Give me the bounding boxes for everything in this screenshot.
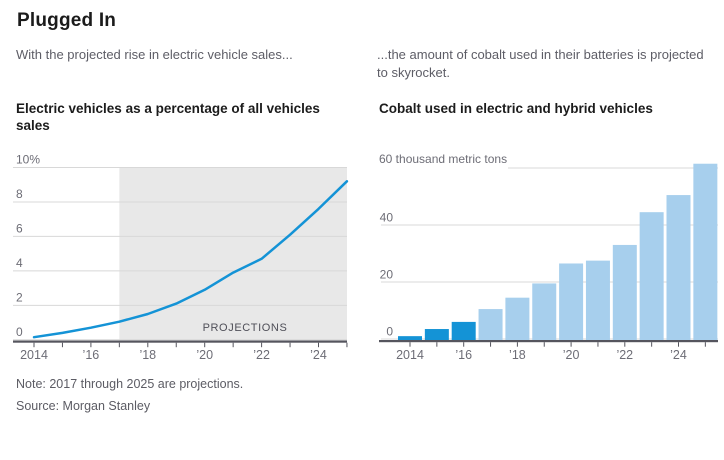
x-axis-tick (543, 342, 545, 347)
x-axis-label: ’20 (563, 348, 580, 362)
x-axis-tick (490, 342, 492, 347)
bar-2014 (398, 336, 422, 341)
bar-2021 (585, 260, 610, 341)
x-axis-tick (678, 342, 679, 347)
bar-2020 (559, 263, 584, 341)
x-axis-tick (33, 342, 35, 348)
y-axis-label: 6 (16, 221, 23, 235)
x-axis-tick (436, 342, 438, 347)
projections-label: PROJECTIONS (203, 322, 288, 334)
x-axis-tick (463, 342, 465, 347)
x-axis-tick (90, 342, 92, 348)
y-axis-label: 8 (16, 187, 23, 201)
x-axis-tick (516, 342, 518, 347)
x-axis-tick (289, 342, 291, 348)
x-axis-tick (318, 342, 319, 348)
x-axis-label: ’16 (83, 348, 100, 362)
x-axis-tick (704, 342, 706, 347)
x-axis-tick (175, 342, 177, 348)
x-axis-tick (346, 342, 348, 348)
x-axis-tick (147, 342, 149, 348)
x-axis-tick (651, 342, 653, 347)
y-axis-label: 20 (380, 268, 394, 282)
x-axis-tick (597, 342, 599, 347)
intro-text-left: With the projected rise in electric vehi… (16, 47, 293, 62)
bar-2019 (532, 283, 557, 341)
bar-2015 (424, 329, 449, 341)
note-text: Note: 2017 through 2025 are projections. (16, 377, 244, 391)
y-axis-label: 10% (16, 153, 40, 167)
x-axis-label: ’24 (310, 348, 327, 362)
x-axis-tick (570, 342, 572, 347)
x-axis-tick (409, 342, 411, 347)
x-axis-label: ’16 (455, 348, 472, 362)
bar-2016 (451, 321, 476, 341)
x-axis-tick (624, 342, 626, 347)
projection-shade (119, 167, 347, 341)
ev-sales-data-line (32, 180, 349, 339)
x-axis-tick (204, 342, 206, 348)
x-axis-tick (261, 342, 263, 348)
y-axis-label: 40 (380, 211, 394, 225)
x-axis-label: ’18 (509, 348, 526, 362)
source-text: Source: Morgan Stanley (16, 399, 151, 413)
y-axis-label: 0 (16, 325, 23, 339)
x-axis-line (379, 340, 718, 343)
y-axis-unit-label: 60 thousand metric tons (379, 152, 507, 166)
line-chart-title: Electric vehicles as a percentage of all… (16, 101, 320, 133)
y-axis-label: 4 (16, 256, 23, 270)
bar-2017 (478, 309, 503, 341)
bar-2024 (666, 195, 691, 341)
page-title: Plugged In (17, 10, 117, 31)
x-axis-label: ’18 (139, 348, 156, 362)
x-axis-label: 2014 (20, 348, 48, 362)
y-axis-label: 0 (386, 325, 393, 339)
ev-sales-line-chart: 0 2 4 6 8 10% PROJECTIONS 2014 ’16 ’18 ’20 ’22 ’24 (13, 153, 349, 362)
intro-text-right: ...the amount of cobalt used in their ba… (377, 47, 704, 80)
bar-chart-title: Cobalt used in electric and hybrid vehic… (379, 101, 653, 116)
x-axis-label: 2014 (396, 348, 424, 362)
x-axis-tick (232, 342, 234, 348)
x-axis-line (13, 340, 347, 343)
bar-2025 (693, 163, 718, 341)
bar-2023 (639, 212, 664, 341)
x-axis-label: ’20 (196, 348, 213, 362)
x-axis-tick (118, 342, 120, 348)
bar-2018 (505, 297, 530, 341)
bar-2022 (612, 244, 637, 341)
x-axis-label: ’22 (616, 348, 633, 362)
x-axis-label: ’22 (253, 348, 270, 362)
x-axis-label: ’24 (670, 348, 687, 362)
y-axis-label: 2 (16, 290, 23, 304)
x-axis-tick (61, 342, 63, 348)
